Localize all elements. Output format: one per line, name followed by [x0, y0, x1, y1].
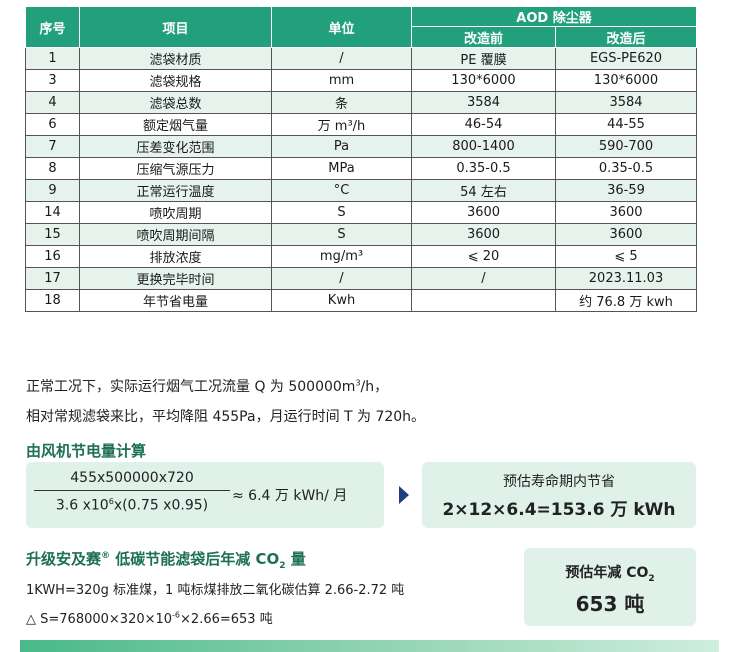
cell-no: 14	[25, 201, 80, 224]
table-row: 6 额定烟气量 万 m³/h 46-54 44-55	[25, 113, 697, 136]
header-aod-group: AOD 除尘器	[411, 6, 697, 27]
cell-unit: /	[271, 47, 412, 70]
table-row: 9 正常运行温度 °C 54 左右 36-59	[25, 179, 697, 202]
cell-before: /	[411, 267, 556, 290]
co2-reduction-box: 预估年减 CO2 653 吨	[524, 548, 696, 626]
table-row: 16 排放浓度 mg/m³ ⩽ 20 ⩽ 5	[25, 245, 697, 268]
cell-before: 130*6000	[411, 69, 556, 92]
cell-no: 1	[25, 47, 80, 70]
table-row: 3 滤袋规格 mm 130*6000 130*6000	[25, 69, 697, 92]
cell-unit: mm	[271, 69, 412, 92]
cell-after: 3600	[555, 201, 697, 224]
cell-before: 3584	[411, 91, 556, 114]
lifetime-savings-value: 2×12×6.4=153.6 万 kWh	[442, 500, 676, 520]
cell-no: 15	[25, 223, 80, 246]
cell-before: 54 左右	[411, 179, 556, 202]
arrow-right-icon	[399, 486, 409, 504]
header-after: 改造后	[555, 26, 697, 48]
table-row: 15 喷吹周期间隔 S 3600 3600	[25, 223, 697, 246]
lifetime-savings-title: 预估寿命期内节省	[503, 474, 615, 490]
cell-no: 7	[25, 135, 80, 158]
co2-reduction-title: 预估年减 CO2	[565, 565, 655, 584]
cell-before: 3600	[411, 223, 556, 246]
cell-after: 590-700	[555, 135, 697, 158]
cell-before: 0.35-0.5	[411, 157, 556, 180]
cell-after: 44-55	[555, 113, 697, 136]
header-item: 项目	[79, 6, 272, 48]
co2-heading: 升级安及赛® 低碳节能滤袋后年减 CO2 量	[26, 550, 306, 571]
table-row: 14 喷吹周期 S 3600 3600	[25, 201, 697, 224]
cell-after: ⩽ 5	[555, 245, 697, 268]
cell-no: 17	[25, 267, 80, 290]
header-before: 改造前	[411, 26, 556, 48]
cell-item: 压差变化范围	[79, 135, 272, 158]
spec-table: 序号 项目 单位 AOD 除尘器 改造前 改造后 1 滤袋材质 / PE 覆膜 …	[25, 6, 697, 312]
table-row: 7 压差变化范围 Pa 800-1400 590-700	[25, 135, 697, 158]
cell-after: 36-59	[555, 179, 697, 202]
cell-after: EGS-PE620	[555, 47, 697, 70]
cell-after: 约 76.8 万 kwh	[555, 289, 697, 312]
cell-unit: S	[271, 223, 412, 246]
table-row: 18 年节省电量 Kwh 约 76.8 万 kwh	[25, 289, 697, 312]
power-approx-result: ≈ 6.4 万 kWh/ 月	[232, 488, 348, 504]
header-no: 序号	[25, 6, 80, 48]
cell-no: 16	[25, 245, 80, 268]
cell-item: 正常运行温度	[79, 179, 272, 202]
co2-reduction-value: 653 吨	[575, 592, 645, 616]
bottom-decorative-bar	[20, 640, 719, 652]
cell-after: 3584	[555, 91, 697, 114]
cell-unit: 万 m³/h	[271, 113, 412, 136]
cell-item: 喷吹周期间隔	[79, 223, 272, 246]
cell-item: 更换完毕时间	[79, 267, 272, 290]
cell-before: ⩽ 20	[411, 245, 556, 268]
cell-unit: /	[271, 267, 412, 290]
cell-unit: °C	[271, 179, 412, 202]
cell-no: 9	[25, 179, 80, 202]
power-heading: 由风机节电量计算	[26, 442, 147, 460]
cell-after: 0.35-0.5	[555, 157, 697, 180]
cell-item: 滤袋规格	[79, 69, 272, 92]
cell-unit: Kwh	[271, 289, 412, 312]
cell-before: PE 覆膜	[411, 47, 556, 70]
fraction-numerator: 455x500000x720	[34, 470, 230, 491]
table-row: 17 更换完毕时间 / / 2023.11.03	[25, 267, 697, 290]
table-row: 1 滤袋材质 / PE 覆膜 EGS-PE620	[25, 47, 697, 70]
cell-before	[411, 289, 556, 312]
cell-no: 3	[25, 69, 80, 92]
cell-item: 额定烟气量	[79, 113, 272, 136]
cell-item: 排放浓度	[79, 245, 272, 268]
table-row: 8 压缩气源压力 MPa 0.35-0.5 0.35-0.5	[25, 157, 697, 180]
cell-unit: Pa	[271, 135, 412, 158]
table-row: 4 滤袋总数 条 3584 3584	[25, 91, 697, 114]
cell-item: 滤袋总数	[79, 91, 272, 114]
note-flow-rate: 正常工况下，实际运行烟气工况流量 Q 为 500000m3/h，	[26, 378, 389, 395]
note-resistance: 相对常规滤袋来比，平均降阻 455Pa，月运行时间 T 为 720h。	[26, 409, 426, 425]
cell-item: 滤袋材质	[79, 47, 272, 70]
power-fraction: 455x500000x720 3.6 x106x(0.75 x0.95)	[34, 470, 230, 514]
cell-after: 2023.11.03	[555, 267, 697, 290]
cell-no: 6	[25, 113, 80, 136]
cell-no: 4	[25, 91, 80, 114]
cell-unit: 条	[271, 91, 412, 114]
cell-unit: mg/m³	[271, 245, 412, 268]
fraction-denominator: 3.6 x106x(0.75 x0.95)	[55, 497, 209, 514]
cell-unit: S	[271, 201, 412, 224]
cell-unit: MPa	[271, 157, 412, 180]
cell-no: 8	[25, 157, 80, 180]
cell-after: 130*6000	[555, 69, 697, 92]
cell-item: 喷吹周期	[79, 201, 272, 224]
cell-before: 46-54	[411, 113, 556, 136]
co2-formula-line1: 1KWH=320g 标准煤，1 吨标煤排放二氧化碳估算 2.66-2.72 吨	[26, 583, 405, 598]
header-unit: 单位	[271, 6, 412, 48]
cell-no: 18	[25, 289, 80, 312]
co2-formula-line2: △ S=768000×320×10-6×2.66=653 吨	[26, 610, 273, 627]
power-calc-box: 455x500000x720 3.6 x106x(0.75 x0.95) ≈ 6…	[26, 462, 384, 528]
cell-before: 3600	[411, 201, 556, 224]
lifetime-savings-box: 预估寿命期内节省 2×12×6.4=153.6 万 kWh	[422, 462, 696, 528]
cell-before: 800-1400	[411, 135, 556, 158]
table-body: 1 滤袋材质 / PE 覆膜 EGS-PE620 3 滤袋规格 mm 130*6…	[25, 47, 697, 312]
cell-item: 压缩气源压力	[79, 157, 272, 180]
cell-after: 3600	[555, 223, 697, 246]
cell-item: 年节省电量	[79, 289, 272, 312]
